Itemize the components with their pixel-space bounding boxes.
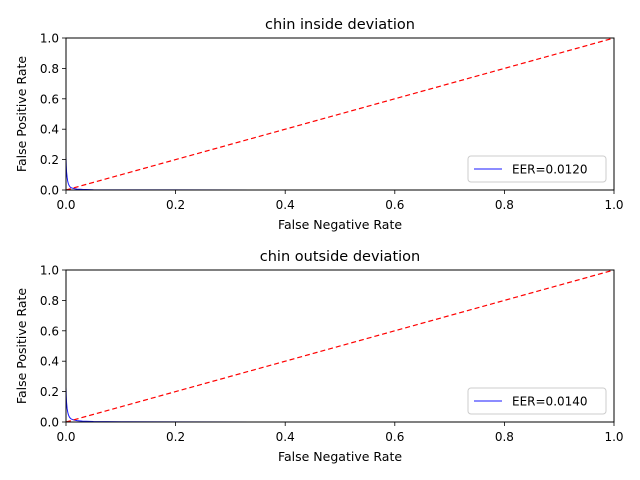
y-tick-label: 0.6 xyxy=(40,92,59,106)
y-tick-label: 0.0 xyxy=(40,184,59,198)
y-tick-label: 0.0 xyxy=(40,416,59,430)
chart-title: chin inside deviation xyxy=(265,17,415,33)
plot-frame xyxy=(65,269,615,423)
legend-label: EER=0.0120 xyxy=(512,163,588,177)
x-tick-label: 0.4 xyxy=(276,198,295,212)
y-axis-label: False Positive Rate xyxy=(14,56,29,172)
legend: EER=0.0140 xyxy=(467,387,607,415)
y-tick-label: 1.0 xyxy=(40,32,59,46)
legend-box xyxy=(467,155,607,183)
chart-title: chin outside deviation xyxy=(260,249,420,265)
chart-1: chin inside deviation 0.0 0.2 0.4 0.6 0.8 1.0 0… xyxy=(14,17,624,232)
x-tick-label: 0.2 xyxy=(166,198,185,212)
y-tick-label: 0.2 xyxy=(40,385,59,399)
y-tick-label: 0.4 xyxy=(40,355,59,369)
legend-box xyxy=(467,387,607,415)
y-tick-label: 0.8 xyxy=(40,294,59,308)
reference-diagonal-line xyxy=(66,270,614,422)
x-axis-label: False Negative Rate xyxy=(278,217,402,232)
x-tick-label: 0.6 xyxy=(385,198,404,212)
legend-label: EER=0.0140 xyxy=(512,395,588,409)
y-tick-label: 0.2 xyxy=(40,153,59,167)
y-axis-label: False Positive Rate xyxy=(14,288,29,404)
x-tick-label: 0.0 xyxy=(56,430,75,444)
x-tick-label: 0.8 xyxy=(495,430,514,444)
reference-diagonal-line xyxy=(66,38,614,190)
x-tick-label: 0.2 xyxy=(166,430,185,444)
x-tick-label: 1.0 xyxy=(604,198,623,212)
legend: EER=0.0120 xyxy=(467,155,607,183)
chart-2: chin outside deviation 0.0 0.2 0.4 0.6 0.8 1.0… xyxy=(14,249,624,464)
x-tick-label: 0.6 xyxy=(385,430,404,444)
x-axis-label: False Negative Rate xyxy=(278,449,402,464)
x-tick-label: 0.8 xyxy=(495,198,514,212)
plot-frame xyxy=(65,37,615,191)
y-tick-label: 1.0 xyxy=(40,264,59,278)
x-tick-label: 0.4 xyxy=(276,430,295,444)
x-tick-label: 1.0 xyxy=(604,430,623,444)
x-tick-label: 0.0 xyxy=(56,198,75,212)
y-tick-label: 0.8 xyxy=(40,62,59,76)
y-tick-label: 0.6 xyxy=(40,324,59,338)
y-tick-label: 0.4 xyxy=(40,123,59,137)
